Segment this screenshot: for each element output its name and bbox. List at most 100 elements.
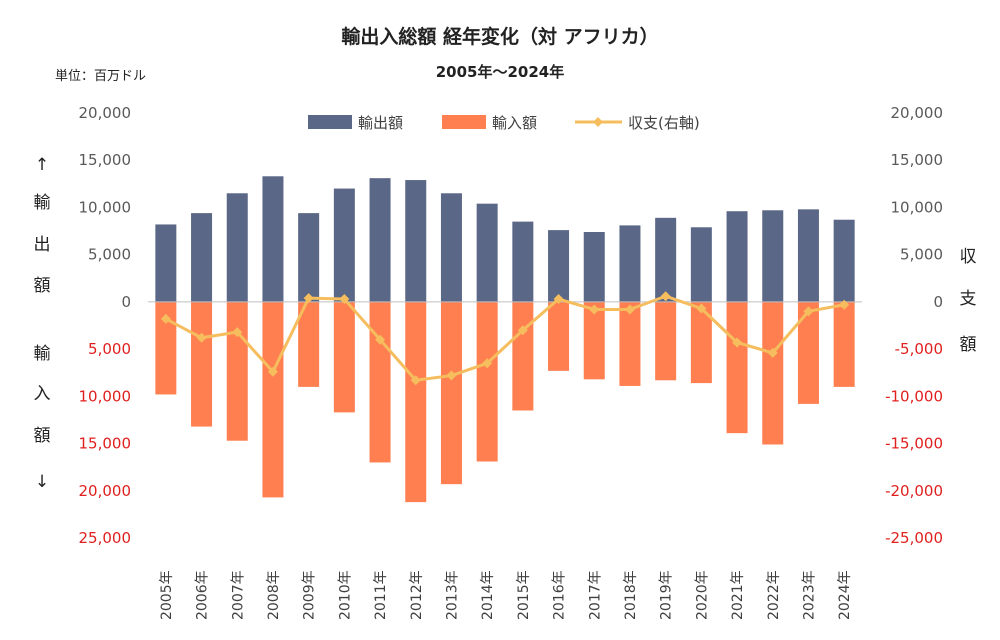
right-axis: 20,000 15,000 10,000 5,000 0 -5,000 -10,000 -15…: [885, 104, 943, 547]
balance-point: [732, 337, 743, 348]
balance-point: [696, 303, 707, 314]
x-tick-label: 2010年: [337, 570, 353, 620]
export-bar: [512, 221, 534, 302]
export-bar: [298, 213, 320, 302]
x-tick-label: 2015年: [516, 570, 532, 620]
import-bar: [476, 301, 498, 462]
right-tick-label: 0: [933, 293, 943, 311]
right-tick-label: 10,000: [891, 198, 944, 216]
export-bar: [226, 193, 248, 302]
import-bar: [690, 301, 712, 384]
left-tick-label: 20,000: [79, 104, 132, 122]
import-bar: [333, 301, 355, 413]
export-bar: [548, 230, 570, 302]
import-bar: [191, 301, 213, 427]
import-bar: [833, 301, 855, 387]
export-bar: [655, 217, 677, 302]
left-axis: 20,000 15,000 10,000 5,000 0 5,000 10,000 15,00…: [79, 104, 132, 547]
export-bar: [583, 232, 605, 302]
left-tick-label: 10,000: [79, 198, 132, 216]
x-axis: 2005年 2006年 2007年 2008年 2009年 2010年 2011年 2012年…: [159, 570, 853, 620]
import-bar: [512, 301, 534, 411]
left-axis-label-char: 輸: [34, 193, 51, 213]
chart-title: 輸出入総額 経年変化（対 アフリカ）: [341, 25, 658, 48]
export-bar: [726, 211, 748, 302]
import-bar: [369, 301, 391, 463]
x-tick-label: 2009年: [302, 570, 318, 620]
left-axis-label-char: 額: [34, 276, 51, 296]
right-tick-label: 5,000: [900, 246, 943, 264]
balance-point: [303, 293, 314, 304]
balance-point: [517, 325, 528, 336]
export-bar: [690, 227, 712, 302]
x-tick-label: 2024年: [837, 570, 853, 620]
left-axis-label-char: 額: [34, 426, 51, 446]
balance-point: [410, 375, 421, 386]
x-tick-label: 2023年: [801, 570, 817, 620]
balance-point: [482, 358, 493, 369]
import-bar: [405, 301, 427, 503]
import-bar: [655, 301, 677, 381]
balance-point: [553, 294, 564, 305]
export-bar: [369, 178, 391, 302]
export-bar: [833, 219, 855, 302]
balance-point: [196, 332, 207, 343]
x-tick-label: 2021年: [730, 570, 746, 620]
x-tick-label: 2022年: [766, 570, 782, 620]
legend-label-export: 輸出額: [358, 114, 403, 132]
import-bar: [262, 301, 284, 498]
left-axis-label-char: 輸: [34, 344, 51, 364]
import-bar: [155, 301, 177, 395]
x-tick-label: 2018年: [623, 570, 639, 620]
export-bar: [762, 210, 784, 302]
x-tick-label: 2016年: [552, 570, 568, 620]
x-tick-label: 2008年: [266, 570, 282, 620]
import-bar: [797, 301, 819, 404]
left-tick-label: 15,000: [79, 435, 132, 453]
left-tick-label: 0: [121, 293, 131, 311]
x-tick-label: 2006年: [195, 570, 211, 620]
balance-point: [160, 313, 171, 324]
balance-line: [160, 291, 850, 386]
x-tick-label: 2017年: [587, 570, 603, 620]
right-tick-label: 15,000: [891, 151, 944, 169]
left-tick-label: 5,000: [88, 246, 131, 264]
export-bar: [262, 176, 284, 302]
right-axis-label-char: 額: [960, 335, 977, 355]
import-bar: [548, 301, 570, 371]
left-tick-label: 25,000: [79, 529, 132, 547]
import-bar: [726, 301, 748, 434]
balance-point: [339, 294, 350, 305]
balance-line-path: [165, 294, 845, 382]
balance-point: [660, 291, 671, 302]
balance-point: [232, 327, 243, 338]
balance-point: [803, 306, 814, 317]
legend-swatch-export: [308, 115, 352, 129]
right-tick-label: -25,000: [885, 529, 943, 547]
right-tick-label: 20,000: [891, 104, 944, 122]
import-bar: [440, 301, 462, 485]
export-bar: [333, 188, 355, 302]
right-axis-label-char: 収: [960, 247, 977, 267]
x-tick-label: 2007年: [230, 570, 246, 620]
export-bar: [191, 213, 213, 302]
import-bar: [226, 301, 248, 441]
legend-label-import: 輸入額: [492, 114, 537, 132]
export-bar: [155, 224, 177, 302]
export-bar: [440, 193, 462, 302]
legend: 輸出額 輸入額 収支(右軸): [308, 114, 700, 132]
left-axis-label-char: 出: [34, 235, 51, 255]
unit-label: 単位：百万ドル: [55, 68, 146, 84]
export-bar: [405, 180, 427, 302]
import-bar: [298, 301, 320, 387]
balance-point: [839, 299, 850, 310]
left-tick-label: 20,000: [79, 482, 132, 500]
x-tick-label: 2013年: [444, 570, 460, 620]
import-bar: [762, 301, 784, 445]
x-tick-label: 2012年: [409, 570, 425, 620]
legend-label-balance: 収支(右軸): [628, 114, 700, 132]
left-axis-label-char: 入: [34, 384, 51, 404]
balance-point: [767, 347, 778, 358]
